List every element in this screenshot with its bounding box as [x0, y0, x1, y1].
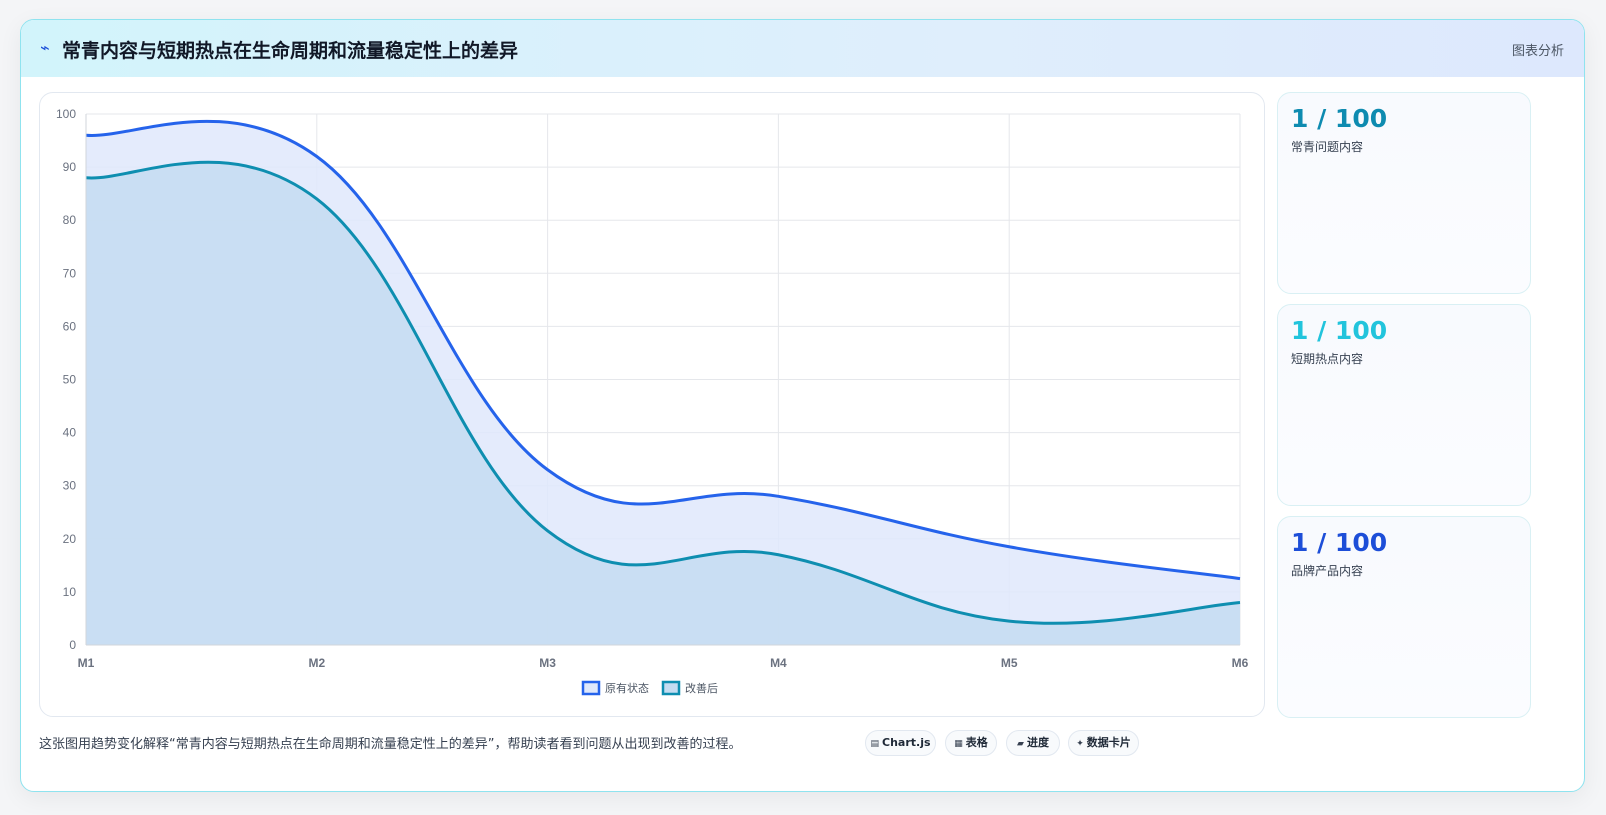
- y-tick-label: 0: [69, 638, 76, 652]
- chart-description: 这张图用趋势变化解释“常青内容与短期热点在生命周期和流量稳定性上的差异”，帮助读…: [39, 737, 742, 752]
- area-chart: 0 10 20 30 40 50 60 70 80 90 100 M1 M2 M3 M4 M5 M6 原有状态 改善…: [56, 107, 1249, 696]
- x-tick-label: M1: [78, 656, 95, 670]
- y-tick-label: 60: [63, 319, 77, 333]
- legend-label: 原有状态: [605, 681, 649, 695]
- y-tick-label: 100: [56, 107, 76, 121]
- y-tick-label: 90: [63, 160, 77, 174]
- chip-data-card[interactable]: ✦ 数据卡片: [1068, 730, 1139, 756]
- series-line-0: [85, 119, 1241, 581]
- y-tick-label: 30: [63, 479, 77, 493]
- card-header: ⌁ 常青内容与短期热点在生命周期和流量稳定性上的差异 图表分析: [21, 20, 1584, 77]
- y-tick-label: 50: [63, 373, 77, 387]
- x-tick-label: M5: [1001, 656, 1018, 670]
- series-line-1: [85, 160, 1241, 625]
- chart-icon: ▤: [870, 739, 879, 749]
- stat-label: 品牌产品内容: [1291, 564, 1364, 578]
- x-tick-label: M2: [308, 656, 325, 670]
- stat-value: 1 / 100: [1291, 316, 1388, 345]
- y-tick-label: 80: [63, 213, 77, 227]
- chart-panel: 0 10 20 30 40 50 60 70 80 90 100 M1 M2 M3 M4 M5 M6 原有状态 改善…: [39, 92, 1265, 717]
- chip-label: 数据卡片: [1086, 736, 1131, 749]
- legend-label: 改善后: [685, 681, 718, 695]
- x-tick-label: M4: [770, 656, 787, 670]
- chip-label: Chart.js: [882, 736, 931, 749]
- stat-label: 短期热点内容: [1291, 352, 1364, 366]
- y-tick-label: 70: [63, 266, 77, 280]
- stat-card-hot-topic: 1 / 100 短期热点内容: [1277, 304, 1531, 506]
- sparkle-icon: ✦: [1076, 739, 1084, 749]
- legend-swatch: [581, 680, 601, 696]
- legend-swatch: [661, 680, 681, 696]
- x-tick-label: M6: [1232, 656, 1249, 670]
- stat-value: 1 / 100: [1291, 104, 1388, 133]
- chart-analysis-tag: 图表分析: [1511, 44, 1564, 59]
- main-card: ⌁ 常青内容与短期热点在生命周期和流量稳定性上的差异 图表分析 0 10 20 30 4…: [20, 19, 1585, 792]
- stat-label: 常青问题内容: [1291, 140, 1364, 154]
- stat-value: 1 / 100: [1291, 528, 1388, 557]
- chip-progress[interactable]: ▰ 进度: [1006, 730, 1060, 756]
- lightning-icon: ⌁: [40, 38, 50, 57]
- y-tick-label: 40: [63, 426, 77, 440]
- page-title: 常青内容与短期热点在生命周期和流量稳定性上的差异: [62, 40, 519, 62]
- chip-label: 表格: [965, 736, 988, 749]
- chip-chartjs[interactable]: ▤ Chart.js: [865, 730, 936, 756]
- progress-icon: ▰: [1017, 739, 1024, 749]
- series-area-1: [86, 162, 1240, 645]
- y-tick-label: 20: [63, 532, 77, 546]
- stat-card-evergreen: 1 / 100 常青问题内容: [1277, 92, 1531, 294]
- y-tick-label: 10: [63, 585, 77, 599]
- chip-table[interactable]: ▦ 表格: [945, 730, 997, 756]
- stat-card-brand-product: 1 / 100 品牌产品内容: [1277, 516, 1531, 718]
- x-tick-label: M3: [539, 656, 556, 670]
- table-icon: ▦: [954, 739, 963, 749]
- chip-label: 进度: [1026, 736, 1049, 749]
